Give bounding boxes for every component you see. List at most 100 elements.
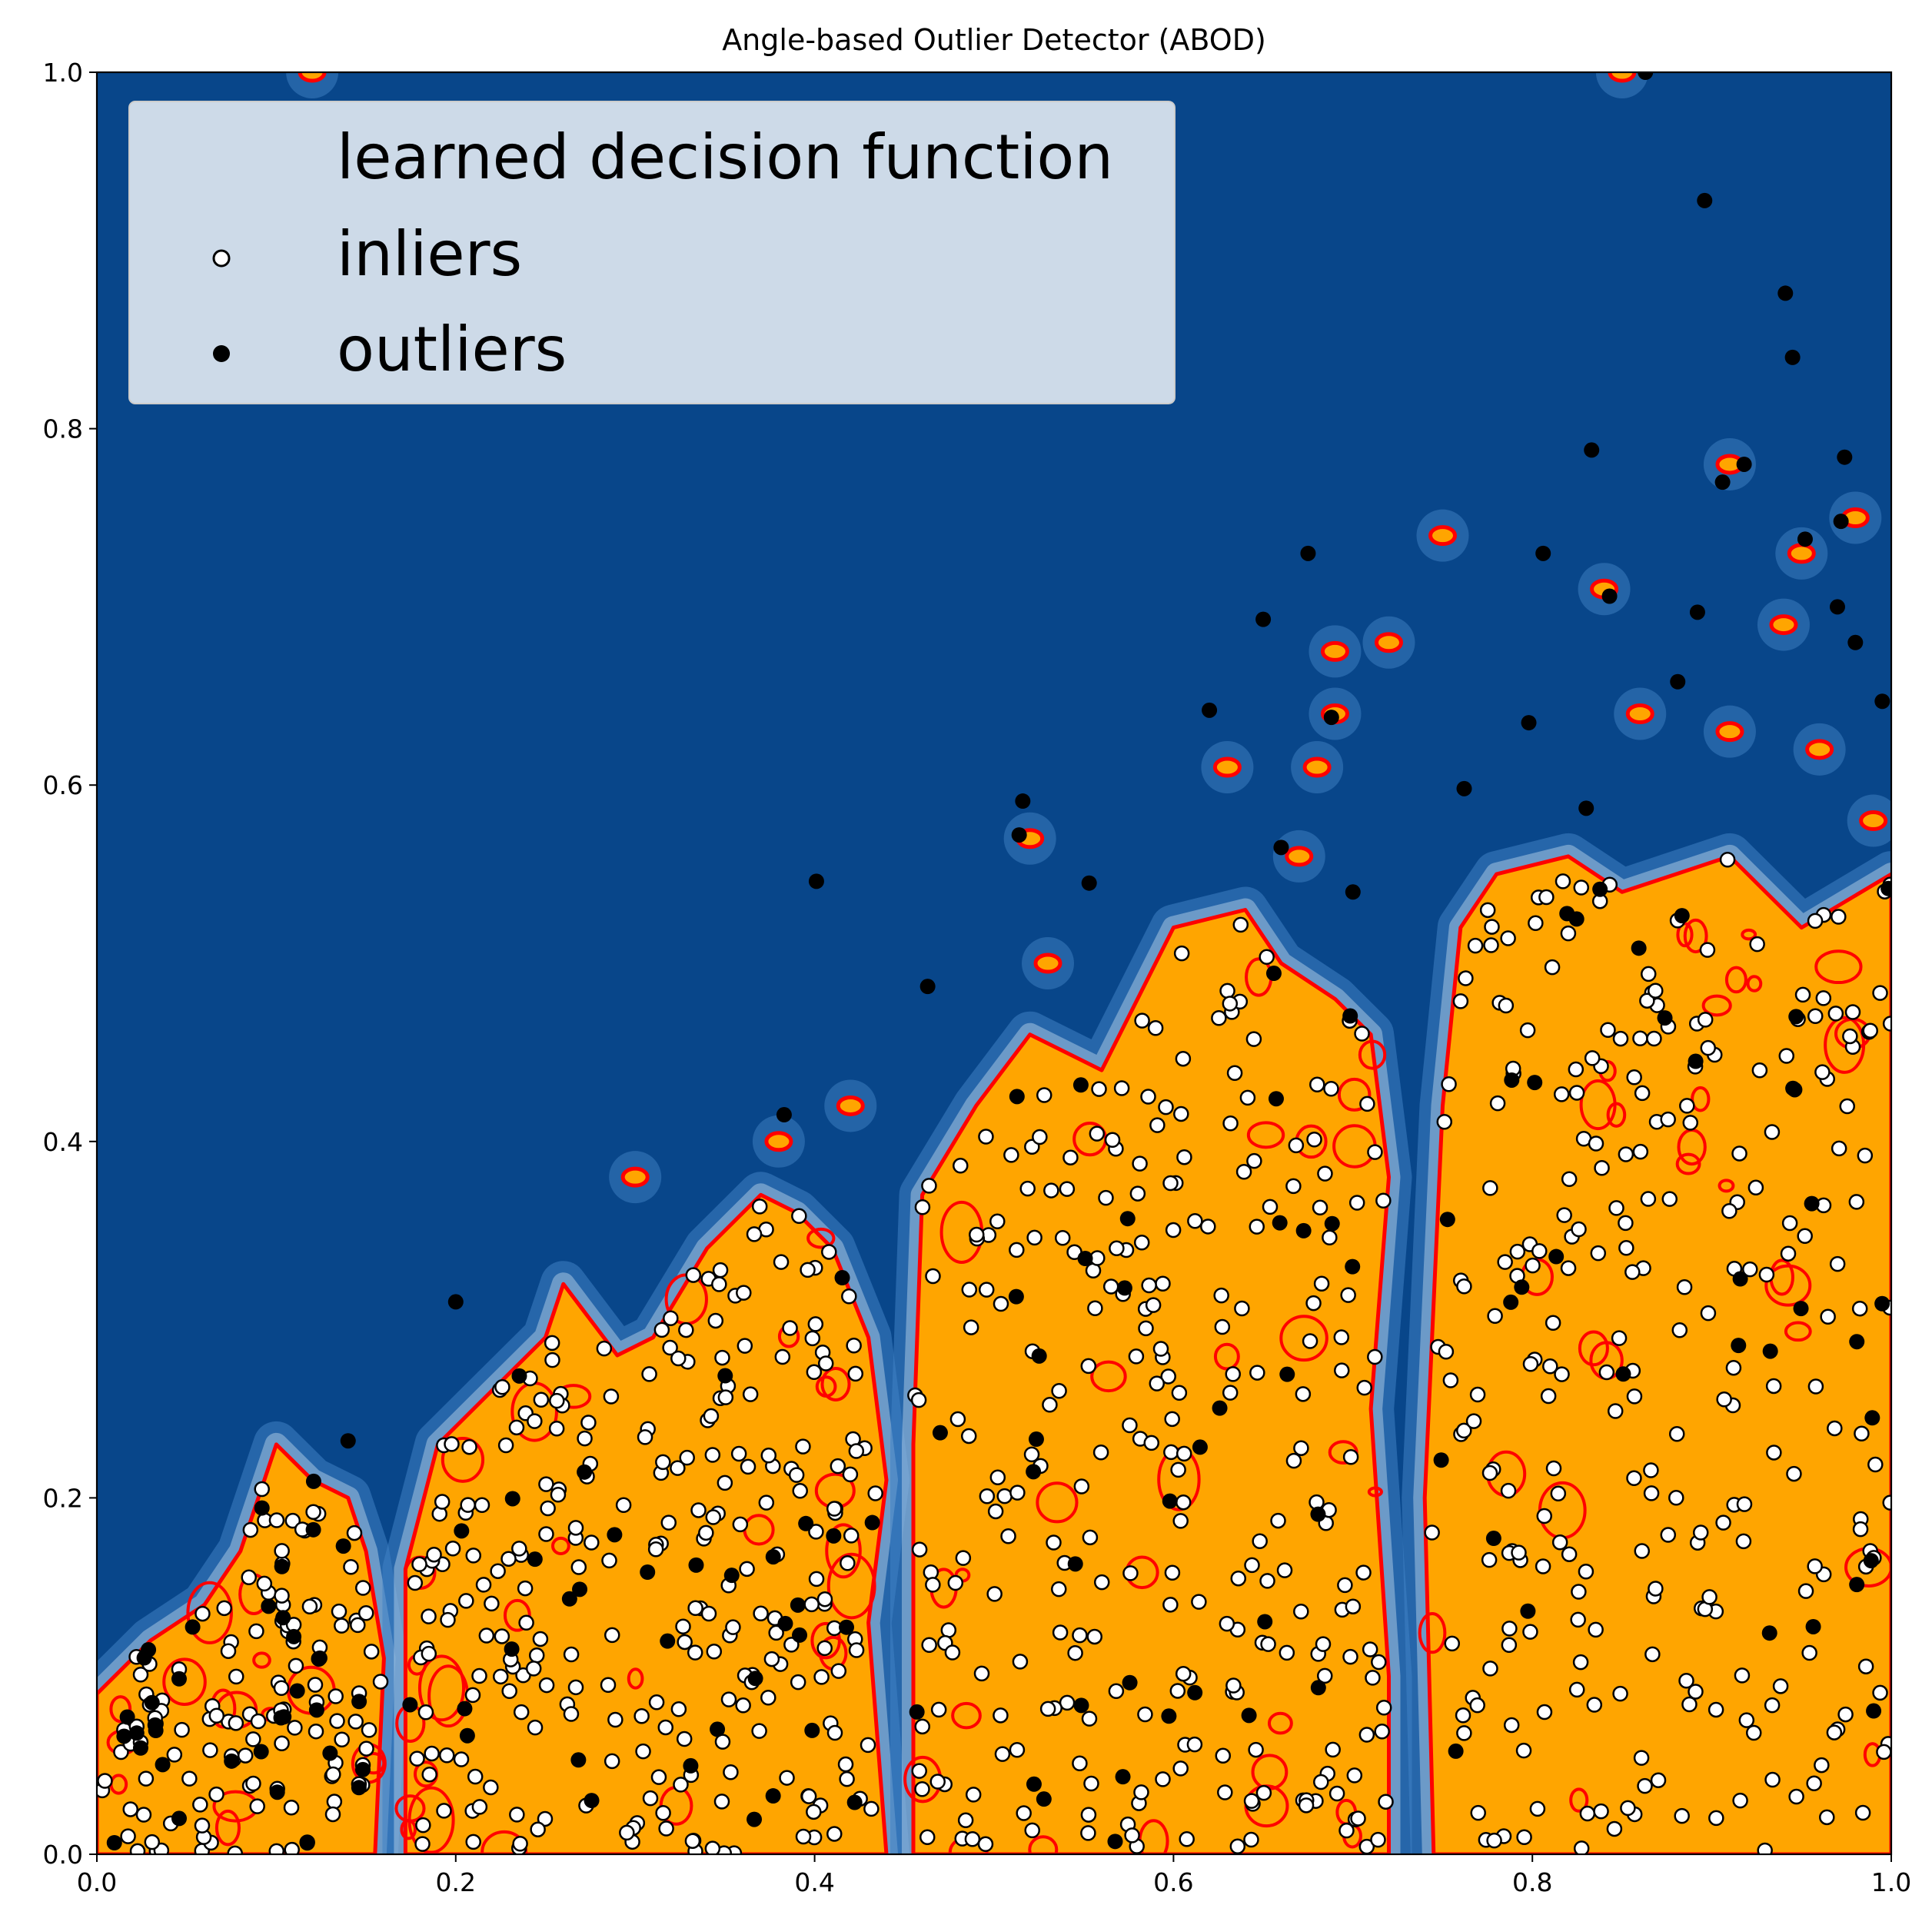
inlier-point [947,1574,964,1591]
inlier-point [687,1644,703,1661]
inlier-point [847,1365,864,1382]
outlier-point [826,1528,842,1544]
inlier-point [1245,1031,1262,1047]
outlier-point [1257,1614,1273,1630]
outlier-point [354,1761,371,1777]
inlier-point [803,1596,820,1613]
inlier-point [1200,1219,1216,1235]
inlier-point [577,1430,593,1447]
inlier-point [1458,970,1474,986]
inlier-point [1509,1243,1526,1260]
inlier-point [1456,1278,1472,1295]
inlier-point [1155,1275,1171,1292]
inlier-point [604,1753,620,1770]
inlier-point [1794,986,1811,1003]
inlier-point [563,1646,580,1663]
inlier-point [1293,1440,1309,1456]
inlier-point [324,1806,341,1823]
inlier-point [471,1667,487,1684]
inlier-point [1367,1348,1383,1365]
outlier-point [683,1757,699,1774]
inlier-point [960,1428,977,1445]
inlier-point [848,1642,865,1658]
boundary-cluster-3 [911,908,1391,1854]
inlier-point [1309,1076,1325,1093]
inlier-point [444,1541,461,1557]
inlier-point [965,1787,982,1803]
inlier-point [816,1591,833,1607]
inlier-point [1051,1581,1067,1598]
inner-contour [551,1536,570,1556]
inlier-point [1668,1489,1684,1506]
inlier-point [1317,1165,1333,1182]
inlier-point [1214,1318,1231,1335]
inlier-point [921,1178,937,1194]
outlier-point [723,1568,740,1584]
inlier-point [458,1593,474,1609]
inlier-point [1249,1219,1265,1235]
outlier-point [1162,1493,1178,1509]
inlier-point [698,1524,714,1541]
inlier-point [1211,1010,1227,1026]
outlier-point [798,1515,814,1531]
inlier-point [1572,1654,1589,1671]
inlier-point [361,1722,377,1738]
inlier-point [1442,1372,1459,1388]
inlier-point [1092,1445,1109,1461]
boundary-cluster-4 [1422,854,1891,1854]
isolated-contour [1320,640,1349,662]
inlier-point [1719,852,1736,868]
outlier-point [351,1694,367,1710]
outlier-point [792,1627,808,1643]
outlier-point [919,979,936,995]
outlier-point [1777,285,1794,301]
inlier-point [1721,1202,1737,1219]
inlier-point [1545,1315,1561,1332]
inlier-point [1555,873,1571,889]
inlier-point [717,1475,733,1491]
inlier-point [444,1436,460,1452]
inlier-point [135,1807,152,1823]
outlier-point [747,1811,763,1827]
inlier-point [1586,1697,1603,1713]
inlier-point [216,1600,232,1617]
inlier-point [1358,1727,1375,1743]
outlier-point [1503,1294,1519,1310]
inlier-point [732,1516,749,1533]
inlier-point [929,1774,946,1790]
inlier-point [1162,1175,1179,1192]
inlier-point [202,1742,218,1758]
inlier-point [678,1322,694,1338]
x-tick-label: 0.6 [1153,1867,1193,1897]
inlier-point [1588,1621,1604,1638]
inlier-point [1780,1245,1797,1262]
inlier-point [1643,1462,1659,1478]
outlier-point [1300,545,1316,561]
inlier-point [1374,1724,1390,1740]
inlier-point [1515,1742,1532,1759]
inlier-point [717,1389,734,1405]
outlier-point [289,1683,305,1699]
inlier-point [1831,1140,1847,1157]
outlier-point [1762,1343,1778,1359]
outlier-point [1310,1506,1326,1522]
inlier-point [1141,1277,1157,1294]
outlier-point [1077,1251,1093,1267]
inlier-point [746,1226,763,1242]
inlier-point [1098,1189,1114,1206]
inlier-point [1172,1760,1189,1777]
outlier-point [273,1710,289,1726]
inlier-point [1371,1654,1387,1671]
outlier-point [402,1697,418,1713]
inlier-point [537,1810,554,1827]
inlier-point [343,1559,359,1575]
inlier-point [989,1213,1006,1229]
inlier-point [1483,937,1499,953]
plot-frame [95,71,1893,1856]
inlier-point [711,1276,727,1292]
inlier-point [273,1680,290,1697]
outlier-point [1115,1769,1131,1785]
inlier-point [501,1683,517,1700]
inlier-point [1091,1081,1107,1097]
inlier-point [714,1349,730,1366]
